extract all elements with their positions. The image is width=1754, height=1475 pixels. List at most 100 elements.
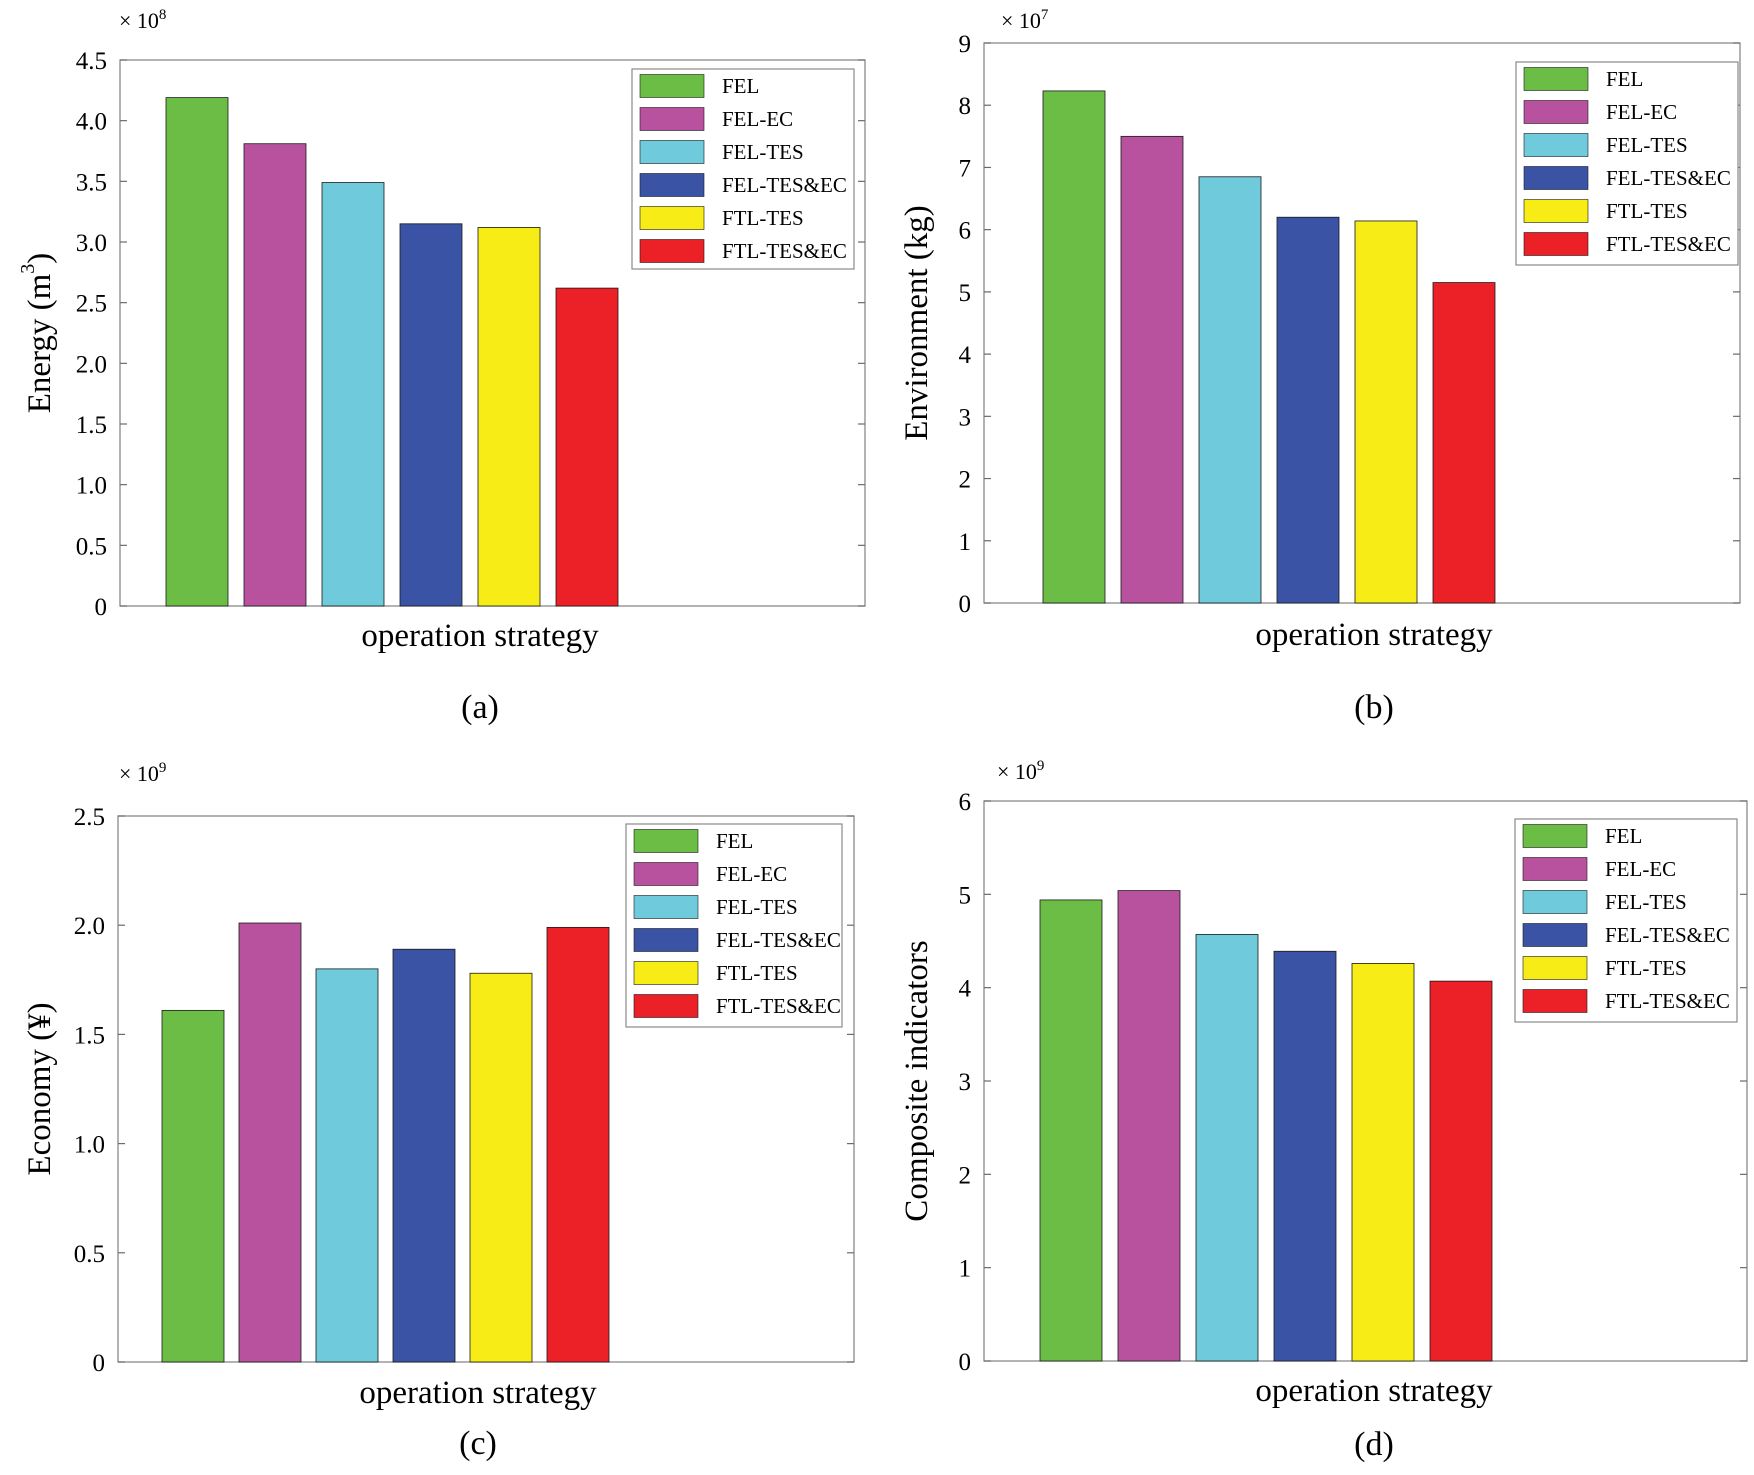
legend-box <box>631 68 855 270</box>
legend-swatch-fel-ec <box>1523 100 1589 124</box>
legend-swatch-fel-ec <box>639 107 705 131</box>
y-tick-label: 3 <box>959 1069 972 1096</box>
axis-multiplier-exponent: 8 <box>159 7 167 23</box>
bar-ftl-tes <box>477 227 541 607</box>
bar-fel <box>1039 899 1103 1362</box>
y-axis-title-superscript: 3 <box>17 264 39 274</box>
chart-svg: 0 0.5 1.0 1.5 2.0 2.5 3.0 3.5 4.0 4.5 FEL FEL-EC FEL… <box>17 7 866 726</box>
x-axis-title: operation strategy <box>1255 1373 1493 1409</box>
bar-fel-tes <box>1198 176 1262 604</box>
y-tick-label: 1.0 <box>76 473 107 500</box>
y-tick-label: 0 <box>93 1350 106 1377</box>
legend-swatch-fel-tes <box>1522 890 1588 914</box>
legend-label-ftl-tes: FTL-TES <box>722 206 804 230</box>
y-tick-label: 0.5 <box>74 1241 105 1268</box>
bar-fel-ec <box>1117 890 1181 1362</box>
chart-panel-energy: 0 0.5 1.0 1.5 2.0 2.5 3.0 3.5 4.0 4.5 FEL FEL-EC FEL… <box>0 0 877 737</box>
legend-label-ftl-tes: FTL-TES <box>716 961 798 985</box>
legend-swatch-fel-tes-and-ec <box>1522 923 1588 947</box>
bar-fel-tes-and-ec <box>399 223 463 607</box>
legend-swatch-ftl-tes-and-ec <box>1523 232 1589 256</box>
chart-panel-economy: 0 0.5 1.0 1.5 2.0 2.5 FEL FEL-EC FEL-TES FEL-TES&… <box>0 737 877 1475</box>
legend-label-ftl-tes-and-ec: FTL-TES&EC <box>716 994 841 1018</box>
legend-label-fel-tes-and-ec: FEL-TES&EC <box>716 928 841 952</box>
y-tick-label: 1.5 <box>76 412 107 439</box>
legend-label-fel-tes-and-ec: FEL-TES&EC <box>1605 923 1730 947</box>
legend-label-fel-tes: FEL-TES <box>722 140 804 164</box>
y-tick-label: 8 <box>959 93 972 120</box>
axis-multiplier-base: × 10 <box>119 761 159 786</box>
y-tick-label: 2.0 <box>74 913 105 940</box>
y-tick-label: 9 <box>959 31 972 58</box>
bar-fel-ec <box>243 143 307 607</box>
y-tick-label: 4 <box>959 342 972 369</box>
legend-swatch-fel-tes-and-ec <box>1523 166 1589 190</box>
legend-label-fel: FEL <box>1606 67 1643 91</box>
bar-ftl-tes <box>1351 962 1415 1362</box>
bar-fel <box>1042 90 1106 604</box>
legend-swatch-fel-ec <box>1522 857 1588 881</box>
axis-multiplier-exponent: 9 <box>159 760 167 776</box>
axis-multiplier: × 107 <box>1001 7 1049 33</box>
chart-panel-composite: 0 1 2 3 4 5 6 FEL FEL-EC FEL-TES FEL-TES&EC FTL-TES… <box>877 737 1754 1475</box>
legend-label-fel: FEL <box>716 829 753 853</box>
legend-label-ftl-tes-and-ec: FTL-TES&EC <box>722 239 847 263</box>
legend-box <box>625 823 843 1028</box>
y-tick-label: 1.0 <box>74 1132 105 1159</box>
legend-box <box>1515 61 1739 266</box>
legend-label-fel-ec: FEL-EC <box>722 107 793 131</box>
legend-swatch-fel-tes <box>639 140 705 164</box>
y-axis-title-main: Composite indicators <box>899 940 935 1221</box>
axis-multiplier: × 109 <box>119 760 166 786</box>
legend-swatch-fel <box>1523 67 1589 91</box>
legend-label-fel-tes-and-ec: FEL-TES&EC <box>1606 166 1731 190</box>
legend-label-ftl-tes: FTL-TES <box>1606 199 1688 223</box>
y-tick-label: 0 <box>959 1349 972 1376</box>
legend-label-fel-ec: FEL-EC <box>716 862 787 886</box>
axis-multiplier-base: × 10 <box>997 759 1037 784</box>
y-tick-label: 2 <box>959 1162 972 1189</box>
legend-swatch-ftl-tes <box>1522 956 1588 980</box>
legend-label-fel: FEL <box>722 74 759 98</box>
bar-ftl-tes <box>1354 220 1418 604</box>
chart-panel-environment: 0 1 2 3 4 5 6 7 8 9 FEL FEL-EC FEL-TES FEL-TES&EC FTL-… <box>877 0 1754 737</box>
x-axis-title: operation strategy <box>1255 617 1493 653</box>
bar-fel-tes-and-ec <box>1276 216 1340 604</box>
bar-fel-tes-and-ec <box>1273 950 1337 1362</box>
y-tick-label: 2.5 <box>74 804 105 831</box>
legend-label-fel-tes-and-ec: FEL-TES&EC <box>722 173 847 197</box>
bar-ftl-tes <box>469 972 533 1363</box>
bar-fel-tes <box>1195 934 1259 1362</box>
y-axis-title-main: Economy (¥) <box>22 1002 58 1175</box>
y-tick-label: 1 <box>959 529 972 556</box>
legend-label-fel-tes: FEL-TES <box>1605 890 1687 914</box>
y-axis-title-tail: ) <box>22 253 58 264</box>
axis-multiplier-exponent: 9 <box>1037 758 1045 774</box>
bar-ftl-tes-and-ec <box>546 926 610 1363</box>
legend-label-fel-tes: FEL-TES <box>1606 133 1688 157</box>
y-tick-label: 1 <box>959 1256 972 1283</box>
legend-label-ftl-tes-and-ec: FTL-TES&EC <box>1606 232 1731 256</box>
y-tick-label: 5 <box>959 882 972 909</box>
panel-label: (c) <box>459 1425 497 1462</box>
bar-ftl-tes-and-ec <box>1429 980 1493 1362</box>
legend-swatch-ftl-tes-and-ec <box>633 994 699 1018</box>
y-tick-label: 6 <box>959 218 972 245</box>
y-tick-label: 4 <box>959 976 972 1003</box>
legend-swatch-fel-tes-and-ec <box>633 928 699 952</box>
y-tick-label: 1.5 <box>74 1022 105 1049</box>
bar-fel-ec <box>238 922 302 1363</box>
legend-label-ftl-tes-and-ec: FTL-TES&EC <box>1605 989 1730 1013</box>
bar-ftl-tes-and-ec <box>1432 282 1496 604</box>
x-axis-title: operation strategy <box>359 1375 597 1411</box>
y-tick-label: 0 <box>95 594 108 621</box>
legend-swatch-ftl-tes <box>639 206 705 230</box>
x-axis-title: operation strategy <box>361 618 599 654</box>
legend-swatch-ftl-tes <box>1523 199 1589 223</box>
y-axis-title: Environment (kg) <box>899 205 935 441</box>
y-tick-label: 2.0 <box>76 351 107 378</box>
y-tick-label: 4.5 <box>76 48 107 75</box>
bar-fel-tes <box>321 182 385 607</box>
legend-label-fel: FEL <box>1605 824 1642 848</box>
y-tick-label: 0.5 <box>76 533 107 560</box>
